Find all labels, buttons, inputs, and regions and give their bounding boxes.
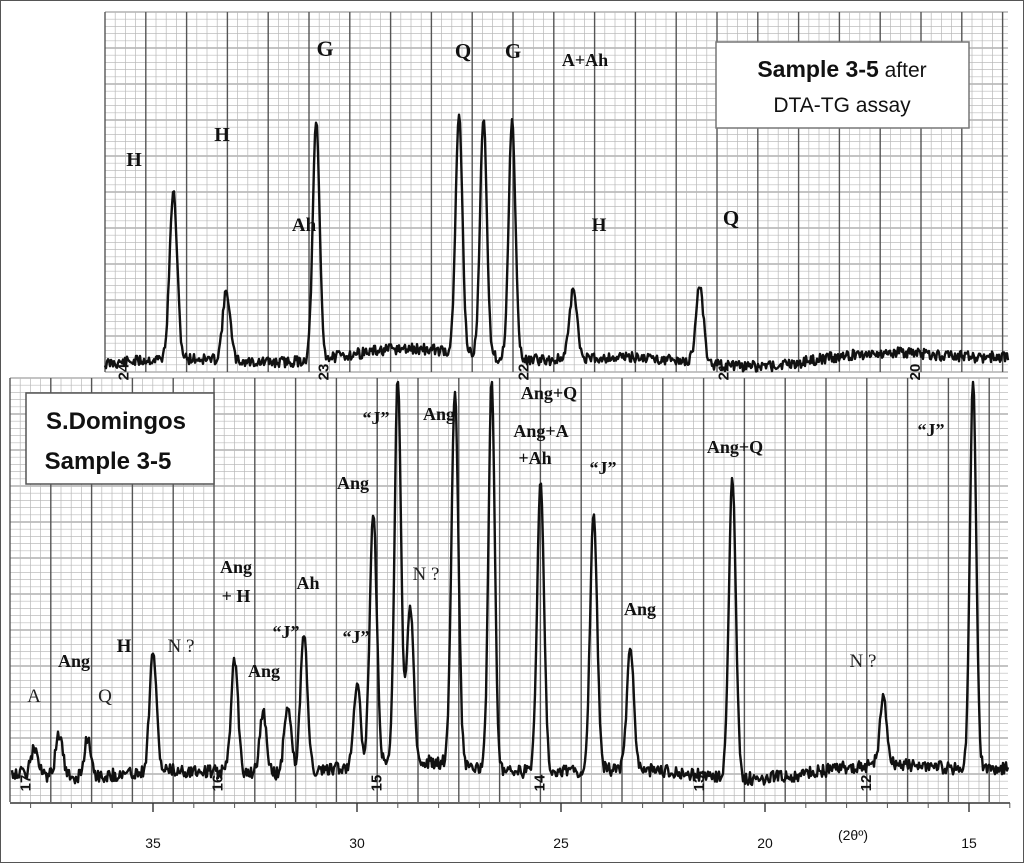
- peak-label: Q: [455, 39, 471, 63]
- peak-label: Ang+Q: [521, 383, 577, 403]
- chart-paper-number: 24: [116, 363, 133, 380]
- peak-label: N ?: [168, 636, 195, 657]
- peak-label: Ah: [296, 573, 319, 593]
- peak-label: “J”: [343, 627, 370, 647]
- chart-paper-number: 12: [858, 775, 875, 792]
- peak-label: Ang+Q: [707, 437, 763, 457]
- chart-paper-number: 22: [515, 364, 532, 381]
- x-axis-unit: (2θº): [838, 827, 868, 843]
- peak-label: +Ah: [518, 448, 551, 468]
- peak-label: Q: [98, 686, 112, 707]
- chart-paper-number: 16: [209, 775, 226, 792]
- peak-label: Ang: [423, 404, 455, 424]
- x-axis-ticks: 35 30 25 20 15: [30, 803, 1011, 851]
- chart-paper-number: 17: [18, 775, 35, 792]
- legend-s-domingos: S.Domingos Sample 3-5: [25, 392, 215, 485]
- peak-label: N ?: [413, 564, 440, 585]
- peak-label: “J”: [363, 408, 390, 428]
- peak-label: “J”: [273, 622, 300, 642]
- peak-label: “J”: [918, 420, 945, 440]
- x-tick-label: 35: [145, 835, 161, 851]
- x-tick-label: 25: [553, 835, 569, 851]
- legend-after-dta-tg: Sample 3-5 after DTA-TG assay: [715, 41, 970, 129]
- peak-label: G: [505, 39, 521, 63]
- legend-bottom-line1: S.Domingos: [46, 408, 186, 435]
- peak-labels-top: H H Ah G Q G A+Ah H Q: [126, 36, 739, 236]
- peak-label: Q: [723, 206, 739, 230]
- peak-label: + H: [222, 586, 251, 606]
- chart-paper-number: 20: [907, 364, 924, 381]
- trace-after-dta-tg: [103, 113, 1010, 373]
- x-tick-label: 20: [757, 835, 773, 851]
- legend-bottom-line2: Sample 3-5: [45, 448, 172, 475]
- peak-label: N ?: [850, 651, 877, 672]
- chart-paper-numbers-bottom: 17 16 15 14 13 12: [18, 774, 875, 791]
- peak-label: Ang: [337, 473, 369, 493]
- peak-label: A: [27, 686, 41, 707]
- peak-label: A+Ah: [562, 50, 608, 70]
- chart-paper-number: 21: [715, 364, 732, 381]
- x-tick-label: 30: [349, 835, 365, 851]
- peak-labels-bottom: A Ang Q H Ang + H Ang “J” Ah “J” Ang “J”…: [27, 383, 944, 707]
- peak-label: H: [214, 124, 230, 146]
- chart-paper-numbers-top: 24 23 22 21 20: [116, 363, 925, 380]
- peak-label: Ang: [220, 557, 252, 577]
- peak-label: Ang+A: [513, 421, 568, 441]
- peak-label: Ah: [292, 215, 317, 236]
- legend-top-bold: Sample 3-5: [757, 56, 879, 82]
- peak-label: “J”: [590, 458, 617, 478]
- legend-top-line2: DTA-TG assay: [773, 94, 911, 117]
- peak-label: Ang: [624, 599, 656, 619]
- chart-paper-number: 13: [691, 775, 708, 792]
- peak-label: H: [126, 149, 142, 171]
- svg-text:Sample 3-5 after: Sample 3-5 after: [757, 56, 926, 82]
- chart-paper-number: 23: [315, 364, 332, 381]
- peak-label: Ang: [248, 661, 280, 681]
- peak-label: H: [592, 215, 607, 236]
- peak-label: G: [316, 36, 333, 61]
- trace-s-domingos: [10, 380, 1010, 787]
- chart-paper-number: 14: [532, 774, 549, 791]
- legend-top-rest: after: [879, 59, 927, 82]
- peak-label: Ang: [58, 651, 90, 671]
- chart-paper-number: 15: [368, 775, 385, 792]
- peak-label: H: [117, 636, 132, 657]
- x-tick-label: 15: [961, 835, 977, 851]
